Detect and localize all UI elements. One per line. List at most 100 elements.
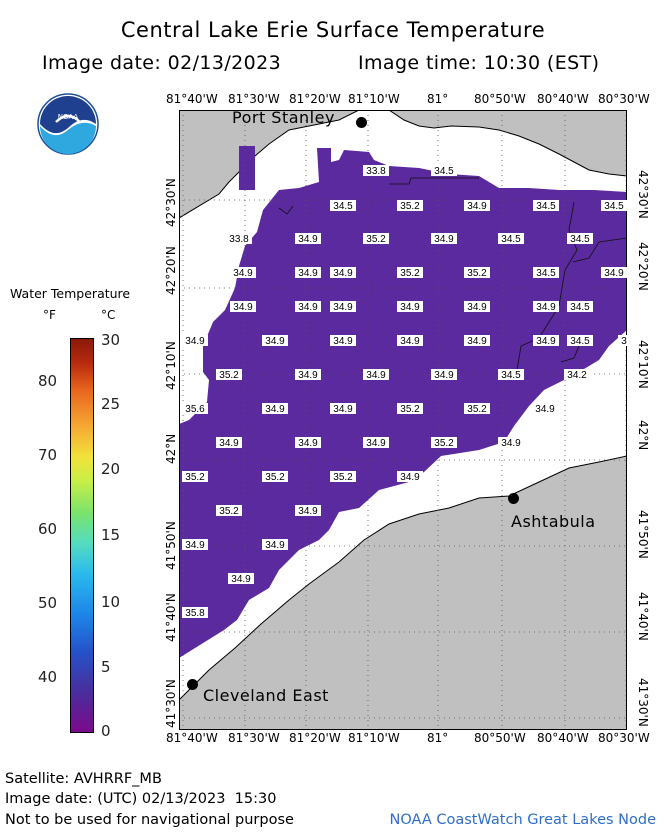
temperature-value-background xyxy=(601,267,627,278)
lat-right-5: 41°50'N xyxy=(636,510,650,559)
temperature-value: 34.9 xyxy=(467,336,487,347)
temperature-value-box: 34.9 xyxy=(464,200,490,212)
temperature-value-background xyxy=(363,165,389,176)
ashtabula-marker xyxy=(508,493,519,504)
lat-right-2: 42°20'N xyxy=(636,242,650,291)
temperature-value: 34.5 xyxy=(570,234,590,245)
temperature-value-background xyxy=(397,403,423,414)
temperature-value-box: 34.9 xyxy=(464,335,490,347)
temperature-value-background xyxy=(498,233,524,244)
temperature-value-box: 34.9 xyxy=(330,267,356,279)
temperature-value: 34.9 xyxy=(265,404,285,415)
lon-bottom-2: 81°30'W xyxy=(228,731,280,745)
temperature-value-background xyxy=(397,267,423,278)
temperature-value-box: 34.5 xyxy=(330,200,356,212)
temperature-value-box: 33.8 xyxy=(363,165,389,177)
temperature-value-background xyxy=(230,267,256,278)
temperature-value: 35.2 xyxy=(400,268,420,279)
temperature-value-box: 34.9 xyxy=(182,539,208,551)
lon-bottom-7: 80°40'W xyxy=(537,731,589,745)
temperature-value-background xyxy=(397,335,423,346)
temperature-value-box: 34.5 xyxy=(601,200,627,212)
temperature-value-background xyxy=(330,301,356,312)
temperature-value: 34.9 xyxy=(535,404,555,415)
temperature-value-background xyxy=(216,369,242,380)
temperature-value-box: 35.2 xyxy=(216,369,242,381)
temperature-value-box: 35.2 xyxy=(397,267,423,279)
temperature-value-box: 34.9 xyxy=(363,369,389,381)
temperature-value-box: 35.2 xyxy=(397,403,423,415)
temperature-value: 34.9 xyxy=(467,302,487,313)
temperature-value-background xyxy=(262,539,288,550)
temperature-value-box: 34.9 xyxy=(262,403,288,415)
temperature-value: 34.9 xyxy=(231,574,251,585)
temperature-value-box: 34.9 xyxy=(295,301,321,313)
legend-unit-f: °F xyxy=(43,308,56,322)
temperature-value-box: 35.8 xyxy=(182,607,208,619)
temperature-value-background xyxy=(533,335,559,346)
temperature-value: 34.5 xyxy=(536,268,556,279)
temperature-value: 34.9 xyxy=(333,336,353,347)
temperature-value-background xyxy=(182,335,208,346)
temperature-value-box: 34.5 xyxy=(533,267,559,279)
temperature-value: 34.5 xyxy=(501,234,521,245)
temperature-value-background xyxy=(182,607,208,618)
disclaimer: Not to be used for navigational purpose xyxy=(5,812,294,828)
lon-top-7: 80°40'W xyxy=(537,92,589,106)
temperature-value-background xyxy=(533,267,559,278)
temperature-value-box: 35.2 xyxy=(397,200,423,212)
map-title: Central Lake Erie Surface Temperature xyxy=(120,18,546,42)
temperature-value-box: 34.9 xyxy=(431,233,457,245)
city-ashtabula: Ashtabula xyxy=(511,512,596,531)
temperature-value: 34.9 xyxy=(467,201,487,212)
c-tick-0: 0 xyxy=(101,722,111,740)
temperature-value-box: 34.5 xyxy=(498,233,524,245)
temperature-value-background xyxy=(363,369,389,380)
temperature-value-box: 34.9 xyxy=(262,539,288,551)
c-tick-5: 5 xyxy=(101,658,111,676)
temperature-value-background xyxy=(228,573,254,584)
port-stanley-marker xyxy=(356,117,367,128)
temperature-value: 34.9 xyxy=(233,268,253,279)
temperature-value: 34.9 xyxy=(265,336,285,347)
temperature-value-background xyxy=(533,200,559,211)
temperature-value-background xyxy=(431,437,457,448)
temperature-value-box: 34.5 xyxy=(533,200,559,212)
lon-top-5: 81° xyxy=(427,92,449,106)
lat-right-7: 41°30'N xyxy=(636,678,650,727)
lon-top-3: 81°20'W xyxy=(289,92,341,106)
temperature-value-box: 34.9 xyxy=(295,505,321,517)
credit-link[interactable]: NOAA CoastWatch Great Lakes Node xyxy=(389,812,656,828)
temperature-value: 34.9 xyxy=(298,268,318,279)
temperature-value: 34.9 xyxy=(400,472,420,483)
temperature-value: 34.9 xyxy=(366,438,386,449)
temperature-value-box: 34.9 xyxy=(533,301,559,313)
temperature-value: 35.2 xyxy=(265,472,285,483)
temperature-value: 34.9 xyxy=(400,302,420,313)
temperature-value: 33.8 xyxy=(366,166,386,177)
temperature-value: 35.2 xyxy=(400,201,420,212)
temperature-value: 34.9 xyxy=(185,540,205,551)
temperature-value-box: 34.9 xyxy=(330,335,356,347)
lat-left-6: 41°40'N xyxy=(164,593,178,642)
temperature-value: 34.9 xyxy=(333,302,353,313)
temperature-value-box: 34.9 xyxy=(532,403,558,415)
c-tick-30: 30 xyxy=(101,331,121,349)
temperature-value-box: 34.9 xyxy=(295,267,321,279)
temperature-value-box: 34.9 xyxy=(363,437,389,449)
temperature-value-box: 34.5 xyxy=(431,165,457,177)
lon-top-1: 81°40'W xyxy=(166,92,218,106)
temperature-value-background xyxy=(262,335,288,346)
temperature-value-background xyxy=(182,403,208,414)
temperature-value-box: 34.9 xyxy=(397,471,423,483)
temperature-value-box: 34.9 xyxy=(330,403,356,415)
temperature-value-background xyxy=(464,403,490,414)
temperature-value-box: 34.2 xyxy=(564,369,590,381)
legend-title: Water Temperature xyxy=(10,286,131,301)
temperature-value-box: 35.2 xyxy=(431,437,457,449)
temperature-value: 34.5 xyxy=(570,336,590,347)
temperature-value-background xyxy=(431,165,457,176)
c-tick-15: 15 xyxy=(101,526,121,544)
temperature-value-background xyxy=(182,539,208,550)
lon-bottom-3: 81°20'W xyxy=(289,731,341,745)
